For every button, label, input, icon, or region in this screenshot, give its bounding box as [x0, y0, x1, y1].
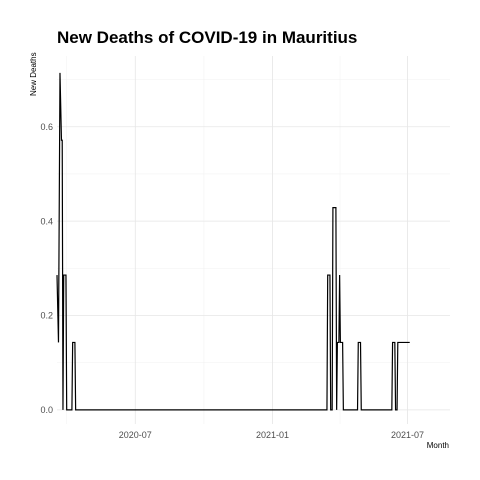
- y-axis-ticks: 0.0 0.2 0.4 0.6: [40, 122, 53, 415]
- x-axis-title: Month: [427, 441, 449, 450]
- x-tick-label: 2021-01: [256, 430, 289, 440]
- chart-title: New Deaths of COVID-19 in Mauritius: [57, 28, 357, 47]
- series-line: [56, 72, 410, 411]
- x-tick-label: 2020-07: [119, 430, 152, 440]
- y-tick-label: 0.4: [40, 216, 53, 226]
- series-layer: [56, 72, 410, 411]
- y-tick-label: 0.0: [40, 405, 53, 415]
- x-axis-ticks: 2020-07 2021-01 2021-07: [119, 430, 424, 440]
- y-tick-label: 0.2: [40, 311, 53, 321]
- y-axis-title: New Deaths: [29, 52, 38, 96]
- y-tick-label: 0.6: [40, 122, 53, 132]
- x-tick-label: 2021-07: [391, 430, 424, 440]
- gridlines: [57, 56, 450, 424]
